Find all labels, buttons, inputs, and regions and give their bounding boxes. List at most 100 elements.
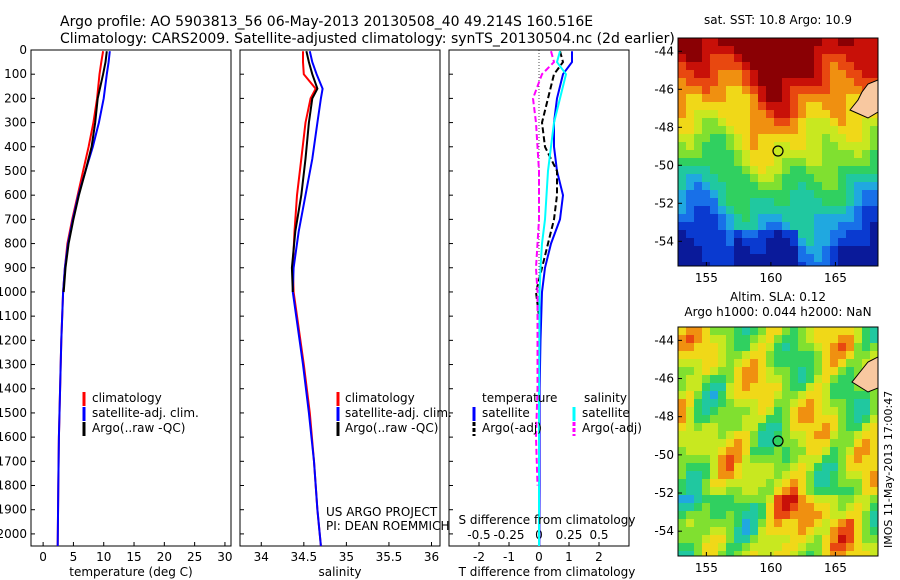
sla-cell — [822, 343, 830, 351]
sst-cell — [694, 70, 702, 78]
sla-cell — [782, 383, 790, 391]
sla-cell — [822, 511, 830, 519]
sst-cell — [830, 158, 838, 166]
sla-cell — [774, 431, 782, 439]
sla-cell — [702, 327, 710, 335]
sla-cell — [686, 439, 694, 447]
sst-cell — [798, 198, 806, 206]
sla-cell — [782, 375, 790, 383]
sla-cell — [694, 431, 702, 439]
sst-cell — [830, 94, 838, 102]
sst-cell — [686, 62, 694, 70]
sla-cell — [870, 511, 878, 519]
sla-cell — [774, 455, 782, 463]
sst-cell — [806, 254, 814, 262]
sla-cell — [694, 471, 702, 479]
sst-cell — [806, 142, 814, 150]
sla-cell — [838, 479, 846, 487]
sst-cell — [806, 158, 814, 166]
sla-cell — [846, 551, 854, 556]
sla-cell — [846, 359, 854, 367]
sla-cell — [862, 335, 870, 343]
sla-cell — [798, 543, 806, 551]
sla-cell — [758, 351, 766, 359]
sst-cell — [862, 118, 870, 126]
sst-cell — [822, 158, 830, 166]
sla-cell — [726, 415, 734, 423]
sst-cell — [806, 190, 814, 198]
sst-cell — [830, 182, 838, 190]
sla-cell — [830, 527, 838, 535]
sst-cell — [830, 54, 838, 62]
sla-cell — [766, 479, 774, 487]
sst-cell — [790, 118, 798, 126]
sla-cell — [702, 543, 710, 551]
sla-cell — [766, 503, 774, 511]
sla-cell — [734, 503, 742, 511]
sst-cell — [838, 62, 846, 70]
sst-cell — [862, 182, 870, 190]
sst-cell — [782, 182, 790, 190]
sst-cell — [758, 54, 766, 62]
sla-cell — [686, 463, 694, 471]
sst-cell — [686, 246, 694, 254]
x-tick-label: 35.5 — [376, 550, 403, 564]
sla-cell — [806, 503, 814, 511]
sla-cell — [750, 463, 758, 471]
sst-cell — [774, 246, 782, 254]
sst-cell — [750, 182, 758, 190]
depth-axis: 0100200300400500600700800900100011001200… — [0, 43, 453, 541]
sla-cell — [758, 535, 766, 543]
sst-cell — [734, 230, 742, 238]
sla-cell — [798, 431, 806, 439]
sla-cell — [766, 335, 774, 343]
sst-cell — [686, 150, 694, 158]
sst-cell — [718, 134, 726, 142]
sst-cell — [702, 126, 710, 134]
sla-cell — [830, 415, 838, 423]
sst-cell — [774, 86, 782, 94]
sla-cell — [806, 479, 814, 487]
sst-cell — [766, 222, 774, 230]
sla-cell — [718, 351, 726, 359]
sst-cell — [822, 262, 830, 266]
sla-cell — [822, 351, 830, 359]
sst-cell — [854, 62, 862, 70]
diff-legend-s-argo: Argo(-adj) — [582, 421, 642, 435]
sst-cell — [742, 190, 750, 198]
sla-cell — [870, 343, 878, 351]
sla-cell — [766, 527, 774, 535]
map-y-tick-label: -48 — [654, 120, 674, 134]
sla-cell — [734, 511, 742, 519]
sla-cell — [822, 327, 830, 335]
sst-cell — [694, 254, 702, 262]
sst-cell — [694, 54, 702, 62]
sla-cell — [742, 399, 750, 407]
sst-cell — [718, 38, 726, 46]
sst-cell — [862, 198, 870, 206]
sla-cell — [854, 463, 862, 471]
sla-cell — [798, 423, 806, 431]
sla-cell — [702, 399, 710, 407]
sla-cell — [694, 327, 702, 335]
sla-map-frame — [677, 326, 879, 557]
sst-cell — [710, 230, 718, 238]
sla-cell — [862, 327, 870, 335]
sla-cell — [686, 431, 694, 439]
sst-cell — [798, 54, 806, 62]
sla-cell — [718, 391, 726, 399]
sst-cell — [870, 142, 878, 150]
sst-cell — [702, 214, 710, 222]
sst-cell — [726, 254, 734, 262]
sla-cell — [766, 415, 774, 423]
sla-cell — [702, 383, 710, 391]
sst-cell — [790, 190, 798, 198]
x-tick-label: 0 — [535, 550, 543, 564]
sla-cell — [702, 487, 710, 495]
sst-cell — [702, 70, 710, 78]
sla-cell — [782, 391, 790, 399]
sla-cell — [766, 375, 774, 383]
sst-cell — [822, 230, 830, 238]
sla-cell — [814, 423, 822, 431]
sla-cell — [718, 407, 726, 415]
